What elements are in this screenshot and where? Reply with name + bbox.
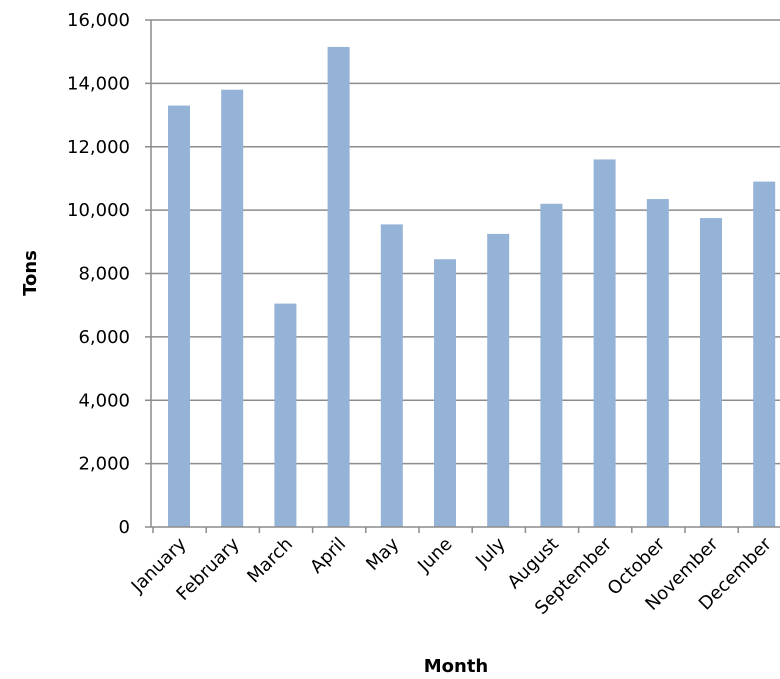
bar-august — [540, 203, 563, 527]
x-tick-label: May — [362, 533, 403, 574]
y-tick-label: 4,000 — [78, 390, 130, 411]
y-tick-label: 2,000 — [78, 454, 130, 475]
y-tick-label: 12,000 — [67, 137, 130, 158]
bar-june — [434, 259, 456, 527]
bar-february — [221, 89, 244, 528]
bar-december — [753, 181, 776, 527]
y-tick-label: 8,000 — [78, 264, 130, 285]
x-axis-title: Month — [424, 656, 489, 677]
bar-january — [168, 105, 190, 528]
bars — [168, 46, 776, 528]
x-tick-label: March — [243, 534, 297, 588]
y-tick-labels: 0 2,000 4,000 6,000 8,000 10,000 12,000 14,000 1… — [67, 10, 130, 538]
y-tick-label: 16,000 — [67, 10, 130, 31]
bar-may — [380, 224, 403, 527]
bar-september — [593, 159, 616, 528]
bar-july — [487, 233, 510, 527]
bar-april — [327, 46, 350, 527]
bar-march — [274, 303, 297, 527]
bar-november — [700, 218, 722, 527]
gridlines — [151, 19, 780, 465]
bar-october — [646, 199, 669, 528]
y-tick-label: 10,000 — [67, 200, 130, 221]
x-tick-label: April — [306, 534, 350, 578]
axes — [145, 19, 780, 533]
x-tick-label: July — [471, 533, 510, 572]
y-axis-title: Tons — [20, 250, 41, 296]
y-tick-label: 14,000 — [67, 73, 130, 94]
x-tick-label: June — [413, 534, 456, 577]
y-tick-label: 0 — [119, 517, 130, 538]
y-tick-label: 6,000 — [78, 327, 130, 348]
